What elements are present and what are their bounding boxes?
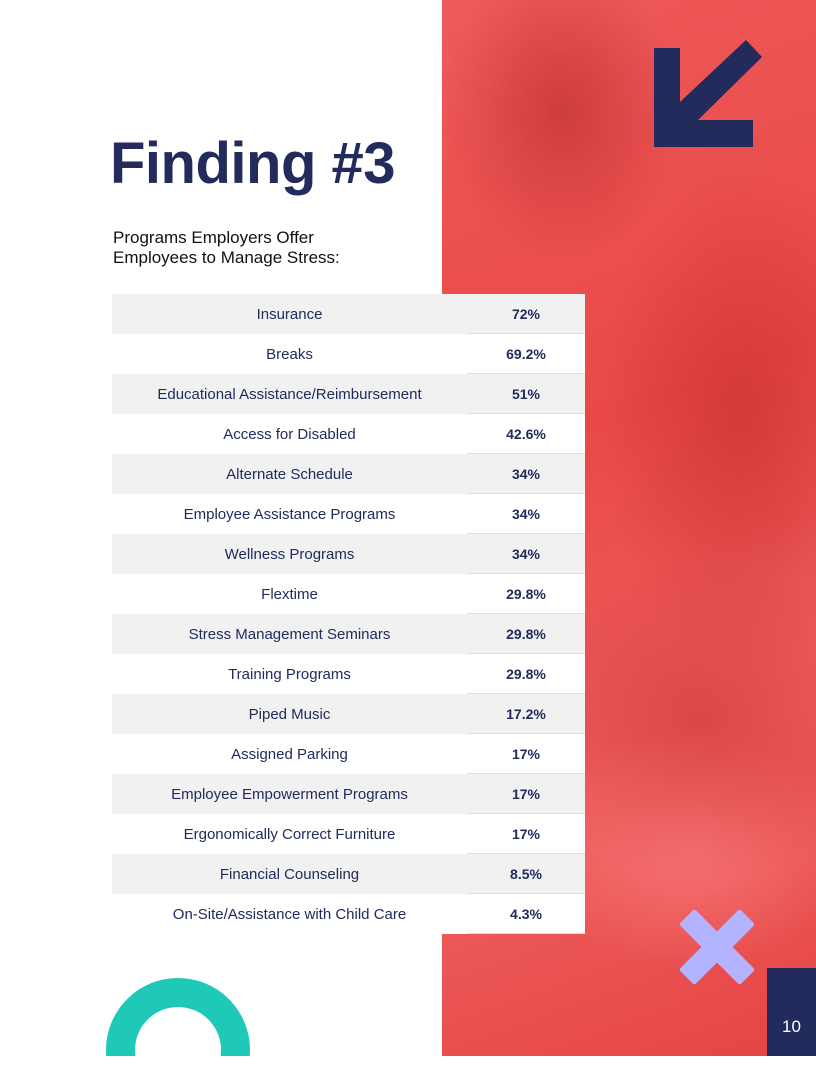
table-row: Piped Music 17.2% bbox=[112, 694, 585, 734]
program-label: Ergonomically Correct Furniture bbox=[183, 825, 396, 843]
program-label: Assigned Parking bbox=[231, 745, 348, 763]
program-percent: 34% bbox=[467, 494, 585, 534]
table-row: Stress Management Seminars 29.8% bbox=[112, 614, 585, 654]
program-label: Employee Assistance Programs bbox=[183, 505, 396, 523]
table-row: Access for Disabled 42.6% bbox=[112, 414, 585, 454]
table-row: Educational Assistance/Reimbursement 51% bbox=[112, 374, 585, 414]
page-number: 10 bbox=[767, 968, 816, 1056]
table-row: On-Site/Assistance with Child Care 4.3% bbox=[112, 894, 585, 934]
table-row: Ergonomically Correct Furniture 17% bbox=[112, 814, 585, 854]
table-row: Wellness Programs 34% bbox=[112, 534, 585, 574]
program-label: Stress Management Seminars bbox=[188, 625, 391, 643]
program-label: Training Programs bbox=[228, 665, 351, 683]
programs-table: Insurance 72% Breaks 69.2% Educational Assis… bbox=[112, 294, 585, 934]
program-percent: 34% bbox=[467, 534, 585, 574]
program-percent: 17.2% bbox=[467, 694, 585, 734]
program-label: Alternate Schedule bbox=[226, 465, 353, 483]
program-percent: 29.8% bbox=[467, 614, 585, 654]
program-percent: 42.6% bbox=[467, 414, 585, 454]
program-label: On-Site/Assistance with Child Care bbox=[172, 905, 407, 923]
program-label: Educational Assistance/Reimbursement bbox=[157, 385, 422, 403]
program-percent: 17% bbox=[467, 734, 585, 774]
table-row: Employee Assistance Programs 34% bbox=[112, 494, 585, 534]
program-percent: 29.8% bbox=[467, 654, 585, 694]
x-cross-icon bbox=[680, 910, 754, 984]
table-row: Flextime 29.8% bbox=[112, 574, 585, 614]
program-label: Insurance bbox=[256, 305, 323, 323]
table-row: Breaks 69.2% bbox=[112, 334, 585, 374]
table-row: Training Programs 29.8% bbox=[112, 654, 585, 694]
program-percent: 4.3% bbox=[467, 894, 585, 934]
program-percent: 34% bbox=[467, 454, 585, 494]
program-label: Piped Music bbox=[248, 705, 331, 723]
subtitle: Programs Employers Offer Employees to Ma… bbox=[113, 228, 413, 268]
program-label: Breaks bbox=[266, 345, 313, 363]
program-percent: 17% bbox=[467, 774, 585, 814]
program-percent: 51% bbox=[467, 374, 585, 414]
program-label: Employee Empowerment Programs bbox=[171, 785, 408, 803]
subtitle-line: Programs Employers Offer bbox=[113, 228, 314, 247]
program-percent: 69.2% bbox=[467, 334, 585, 374]
page: Finding #3 Programs Employers Offer Empl… bbox=[106, 0, 816, 1056]
program-percent: 8.5% bbox=[467, 854, 585, 894]
program-label: Financial Counseling bbox=[219, 865, 360, 883]
table-row: Financial Counseling 8.5% bbox=[112, 854, 585, 894]
table-row: Alternate Schedule 34% bbox=[112, 454, 585, 494]
page-title: Finding #3 bbox=[110, 131, 396, 196]
program-label: Flextime bbox=[261, 585, 318, 603]
table-row: Assigned Parking 17% bbox=[112, 734, 585, 774]
table-row: Employee Empowerment Programs 17% bbox=[112, 774, 585, 814]
program-label: Wellness Programs bbox=[224, 545, 355, 563]
subtitle-line: Employees to Manage Stress: bbox=[113, 248, 340, 267]
program-percent: 17% bbox=[467, 814, 585, 854]
table-row: Insurance 72% bbox=[112, 294, 585, 334]
program-label: Access for Disabled bbox=[223, 425, 356, 443]
program-percent: 29.8% bbox=[467, 574, 585, 614]
arrow-down-left-icon bbox=[654, 40, 762, 147]
program-percent: 72% bbox=[467, 294, 585, 334]
ring-shape bbox=[106, 978, 250, 1056]
